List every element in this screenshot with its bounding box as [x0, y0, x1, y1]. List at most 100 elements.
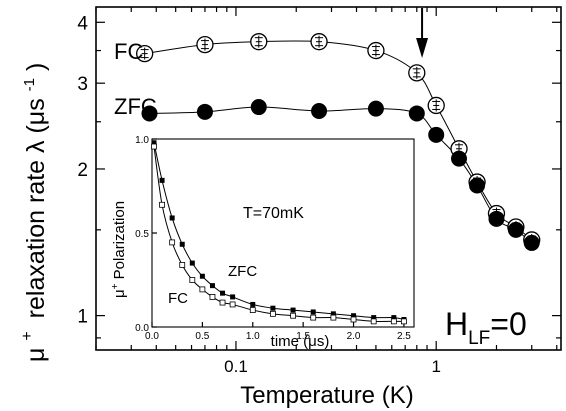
inset-point-fc [390, 318, 397, 325]
data-point-zfc [469, 177, 486, 194]
data-point-fc [196, 35, 214, 54]
main-plot-frame [95, 6, 562, 351]
inset-point-zfc [209, 283, 215, 289]
main-axis-ticks: 0.1 1 1 2 3 4 [77, 7, 561, 376]
inset-y-tick-label: 0.0 [135, 323, 149, 334]
inset-x-axis-title: time (μs) [271, 333, 330, 350]
inset-point-zfc [199, 273, 205, 279]
main-data-points [136, 33, 541, 251]
inset-plot-frame [151, 138, 415, 328]
inset-point-zfc [220, 290, 226, 296]
inset-point-fc [370, 318, 377, 325]
inset-point-zfc [330, 311, 336, 317]
data-point-zfc [141, 105, 158, 122]
data-point-zfc [196, 103, 213, 120]
inset-point-zfc [151, 140, 157, 146]
inset-point-fc [401, 318, 407, 325]
data-point-zfc [311, 103, 328, 120]
y-axis-title-exp: -1 [21, 78, 38, 91]
y-tick-label: 4 [77, 13, 88, 34]
inset-point-zfc [179, 241, 185, 247]
inset-fit-curve-zfc [153, 142, 405, 320]
inset-point-zfc [351, 313, 357, 319]
legend-label-fc: FC [114, 39, 143, 64]
inset-point-fc [159, 201, 165, 208]
x-tick-label: 0.1 [224, 357, 248, 376]
data-point-zfc [428, 126, 445, 143]
inset-x-tick-label: 1.0 [246, 331, 260, 342]
fit-curve-fc [144, 40, 533, 241]
data-point-zfc [408, 105, 425, 122]
inset-axis-ticks: 0.0 0.5 1.0 1.5 2.0 2.5 0.0 0.5 1.0 [135, 135, 411, 342]
data-point-fc [250, 33, 268, 51]
x-axis-title: Temperature (K) [240, 382, 413, 409]
inset-y-axis-title-plus: + [110, 283, 121, 289]
field-annotation-sub: LF [468, 328, 490, 349]
field-annotation-value: =0 [490, 306, 526, 342]
inset-data-points [151, 140, 407, 325]
inset-point-zfc [189, 260, 195, 266]
inset-y-axis-title-main: Polarization [111, 201, 128, 284]
data-point-fc [408, 64, 426, 82]
inset-point-zfc [159, 177, 165, 183]
inset-x-tick-label: 0.5 [195, 331, 209, 342]
inset-point-zfc [270, 305, 276, 311]
inset-point-fc [290, 312, 296, 319]
inset-point-fc [270, 310, 276, 317]
inset-point-fc [249, 307, 256, 313]
y-tick-label: 1 [77, 307, 88, 328]
inset-point-zfc [371, 315, 377, 321]
inset-x-tick-label: 2.0 [347, 331, 361, 342]
data-point-fc [367, 41, 385, 60]
inset-point-zfc [169, 215, 175, 221]
inset-point-fc [350, 316, 357, 323]
inset-point-zfc [230, 294, 236, 300]
y-axis-title-plus: + [19, 331, 36, 340]
inset-x-tick-label: 0.0 [145, 331, 159, 342]
inset-label-fc: FC [168, 290, 188, 307]
y-axis-title-mu: μ [22, 348, 50, 362]
inset-y-tick-label: 0.5 [135, 229, 149, 240]
inset-point-fc [209, 294, 216, 300]
inset-point-zfc [290, 307, 296, 313]
inset-point-fc [169, 239, 176, 246]
inset-fit-curve-fc [153, 146, 404, 322]
inset-point-fc [199, 286, 206, 293]
inset-x-tick-label: 2.5 [397, 331, 411, 342]
svg-text:μ + relaxation rat: μ + relaxation rate λ (μs -1 ) [10, 63, 50, 362]
inset-point-zfc [310, 309, 316, 315]
data-point-fc [136, 44, 154, 63]
inset-temperature-label: T=70mK [243, 205, 304, 222]
inset-point-zfc [391, 315, 397, 321]
legend-label-zfc: ZFC [114, 94, 157, 119]
inset-y-tick-label: 1.0 [135, 135, 149, 146]
y-tick-label: 3 [77, 74, 88, 95]
inset-y-axis-title-mu: μ [111, 289, 128, 298]
x-tick-label: 1 [431, 357, 440, 376]
data-point-zfc [451, 150, 468, 167]
data-point-zfc [507, 221, 524, 238]
inset-label-zfc: ZFC [228, 263, 257, 280]
data-point-zfc [250, 99, 267, 116]
inset-fit-curves [153, 142, 405, 322]
inset-x-tick-label: 1.5 [296, 331, 310, 342]
inset-point-fc [310, 314, 317, 321]
data-point-zfc [367, 100, 384, 117]
transition-arrow [416, 8, 429, 58]
y-axis-title-main: relaxation rate λ (μs [22, 98, 50, 318]
y-axis-title: μ + relaxation rate λ (μs -1 ) [10, 63, 50, 362]
main-fit-curves [144, 40, 533, 244]
data-point-zfc [523, 234, 540, 251]
inset-y-axis-title: μ+ Polarization [110, 201, 128, 298]
inset-point-fc [151, 143, 157, 150]
field-annotation-h: H [445, 306, 468, 342]
data-point-fc [310, 33, 328, 51]
inset-point-fc [330, 314, 337, 321]
inset-point-zfc [250, 301, 256, 307]
inset-point-fc [179, 262, 186, 268]
y-tick-label: 2 [77, 160, 88, 181]
data-point-fc [427, 96, 445, 115]
y-axis-title-close: ) [22, 63, 50, 71]
svg-text:μ+ Polarization: μ+ Polarization [110, 201, 128, 298]
